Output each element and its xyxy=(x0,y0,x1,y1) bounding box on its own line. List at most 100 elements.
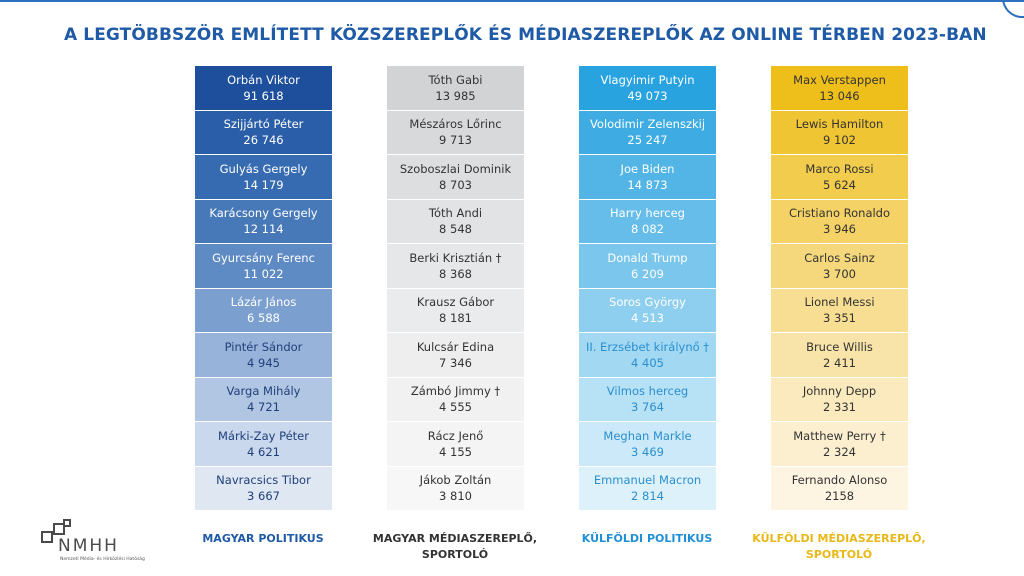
person-name: Marco Rossi xyxy=(805,161,874,176)
ranking-cell: Varga Mihály 4 721 xyxy=(195,377,332,421)
person-name: Tóth Andi xyxy=(428,206,483,221)
person-name: Varga Mihály xyxy=(226,384,301,399)
nmhh-logo-icon xyxy=(41,519,71,543)
mention-count: 26 746 xyxy=(243,133,284,148)
ranking-cell: Rácz Jenő 4 155 xyxy=(387,422,524,466)
person-name: Donald Trump xyxy=(607,250,688,265)
mention-count: 4 405 xyxy=(631,355,664,370)
mention-count: 25 247 xyxy=(627,133,668,148)
ranking-cell: Szoboszlai Dominik 8 703 xyxy=(387,155,524,199)
mention-count: 8 368 xyxy=(439,266,472,281)
person-name: Cristiano Ronaldo xyxy=(788,206,891,221)
person-name: Kulcsár Edina xyxy=(416,339,495,354)
mention-count: 13 046 xyxy=(819,88,860,103)
person-name: Szoboszlai Dominik xyxy=(399,161,512,176)
person-name: Meghan Markle xyxy=(603,428,692,443)
mention-count: 8 082 xyxy=(631,222,664,237)
ranking-cell: Pintér Sándor 4 945 xyxy=(195,333,332,377)
ranking-cell: Matthew Perry † 2 324 xyxy=(771,422,908,466)
person-name: Gyurcsány Ferenc xyxy=(212,250,315,265)
mention-count: 4 621 xyxy=(247,444,280,459)
mention-count: 3 810 xyxy=(439,489,472,504)
person-name: Max Verstappen xyxy=(793,72,886,87)
ranking-cell: Márki-Zay Péter 4 621 xyxy=(195,422,332,466)
mention-count: 3 700 xyxy=(823,266,856,281)
ranking-cell: II. Erzsébet királynő † 4 405 xyxy=(579,333,716,377)
column-label-line: MAGYAR MÉDIASZEREPLŐ, xyxy=(372,532,538,545)
mention-count: 4 555 xyxy=(439,400,472,415)
ranking-cell: Kulcsár Edina 7 346 xyxy=(387,333,524,377)
column-2: Tóth Gabi 13 985 Mészáros Lőrinc 9 713 Szobo… xyxy=(387,66,524,511)
person-name: Szijjártó Péter xyxy=(223,117,304,132)
ranking-cell: Meghan Markle 3 469 xyxy=(579,422,716,466)
person-name: Krausz Gábor xyxy=(416,295,495,310)
ranking-cell: Berki Krisztián † 8 368 xyxy=(387,244,524,288)
column-label-line: SPORTOLÓ xyxy=(421,548,489,561)
person-name: Johnny Depp xyxy=(802,384,877,399)
mention-count: 9 713 xyxy=(439,133,472,148)
ranking-cell: Bruce Willis 2 411 xyxy=(771,333,908,377)
person-name: Emmanuel Macron xyxy=(593,473,702,488)
mention-count: 8 548 xyxy=(439,222,472,237)
page-title: A LEGTÖBBSZÖR EMLÍTETT KÖZSZEREPLŐK ÉS M… xyxy=(64,25,987,45)
person-name: Gulyás Gergely xyxy=(219,161,308,176)
person-name: Lionel Messi xyxy=(804,295,875,310)
person-name: Bruce Willis xyxy=(806,339,873,354)
ranking-cell: Lewis Hamilton 9 102 xyxy=(771,110,908,154)
person-name: Joe Biden xyxy=(620,161,675,176)
corner-decoration xyxy=(1002,0,1024,18)
person-name: Jákob Zoltán xyxy=(419,473,492,488)
ranking-cell: Cristiano Ronaldo 3 946 xyxy=(771,199,908,243)
mention-count: 4 513 xyxy=(631,311,664,326)
mention-count: 14 179 xyxy=(243,177,284,192)
ranking-cell: Szijjártó Péter 26 746 xyxy=(195,110,332,154)
person-name: II. Erzsébet királynő † xyxy=(585,339,710,354)
column-label: KÜLFÖLDI POLITIKUS xyxy=(557,531,737,547)
column-label: MAGYAR POLITIKUS xyxy=(173,531,353,547)
ranking-cell: Emmanuel Macron 2 814 xyxy=(579,466,716,510)
mention-count: 9 102 xyxy=(823,133,856,148)
person-name: Orbán Viktor xyxy=(227,72,300,87)
column-3: Vlagyimir Putyin 49 073 Volodimir Zelenszk… xyxy=(579,66,716,511)
ranking-cell: Krausz Gábor 8 181 xyxy=(387,288,524,332)
ranking-cell: Joe Biden 14 873 xyxy=(579,155,716,199)
person-name: Karácsony Gergely xyxy=(209,206,318,221)
mention-count: 13 985 xyxy=(435,88,476,103)
mention-count: 3 351 xyxy=(823,311,856,326)
column-label-line: KÜLFÖLDI POLITIKUS xyxy=(581,532,713,545)
ranking-cell: Soros György 4 513 xyxy=(579,288,716,332)
ranking-cell: Jákob Zoltán 3 810 xyxy=(387,466,524,510)
person-name: Soros György xyxy=(609,295,686,310)
person-name: Matthew Perry † xyxy=(793,428,886,443)
person-name: Volodimir Zelenszkij xyxy=(589,117,706,132)
ranking-cell: Vilmos herceg 3 764 xyxy=(579,377,716,421)
mention-count: 4 155 xyxy=(439,444,472,459)
top-border-line xyxy=(0,0,1024,2)
person-name: Pintér Sándor xyxy=(224,339,303,354)
ranking-cell: Mészáros Lőrinc 9 713 xyxy=(387,110,524,154)
mention-count: 4 721 xyxy=(247,400,280,415)
mention-count: 3 946 xyxy=(823,222,856,237)
ranking-cell: Max Verstappen 13 046 xyxy=(771,66,908,110)
mention-count: 2 324 xyxy=(823,444,856,459)
ranking-cell: Harry herceg 8 082 xyxy=(579,199,716,243)
mention-count: 91 618 xyxy=(243,88,284,103)
ranking-cell: Marco Rossi 5 624 xyxy=(771,155,908,199)
mention-count: 2 411 xyxy=(823,355,856,370)
person-name: Carlos Sainz xyxy=(804,250,875,265)
column-label-line: MAGYAR POLITIKUS xyxy=(202,532,324,545)
mention-count: 8 703 xyxy=(439,177,472,192)
person-name: Rácz Jenő xyxy=(427,428,484,443)
ranking-cell: Lázár János 6 588 xyxy=(195,288,332,332)
person-name: Vilmos herceg xyxy=(606,384,689,399)
ranking-cell: Lionel Messi 3 351 xyxy=(771,288,908,332)
person-name: Zámbó Jimmy † xyxy=(410,384,501,399)
ranking-cell: Volodimir Zelenszkij 25 247 xyxy=(579,110,716,154)
person-name: Lázár János xyxy=(230,295,297,310)
column-4: Max Verstappen 13 046 Lewis Hamilton 9 102 M… xyxy=(771,66,908,511)
mention-count: 6 209 xyxy=(631,266,664,281)
mention-count: 8 181 xyxy=(439,311,472,326)
logo-subtitle: Nemzeti Média- és Hírközlési Hatóság xyxy=(60,557,145,562)
ranking-cell: Vlagyimir Putyin 49 073 xyxy=(579,66,716,110)
ranking-cell: Johnny Depp 2 331 xyxy=(771,377,908,421)
